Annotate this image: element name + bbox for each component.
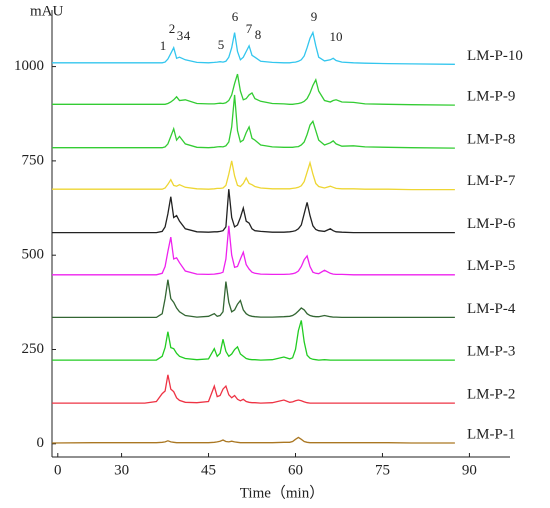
chromatogram-trace <box>52 320 455 361</box>
peak-label: 5 <box>218 37 225 52</box>
trace-label: LM-P-3 <box>467 343 515 359</box>
peak-label: 9 <box>311 9 318 24</box>
chromatogram-trace <box>51 436 455 444</box>
peak-label: 6 <box>232 9 239 24</box>
chromatogram-trace <box>52 30 455 65</box>
peak-label: 10 <box>330 29 343 44</box>
chromatogram-trace <box>52 374 455 404</box>
peak-label: 3 <box>177 28 184 43</box>
chromatogram-trace <box>52 279 455 319</box>
y-tick-label: 500 <box>22 247 45 263</box>
y-tick-label: 0 <box>37 435 45 451</box>
peak-label: 8 <box>255 27 262 42</box>
chromatogram-trace <box>52 225 455 276</box>
trace-label: LM-P-7 <box>467 173 516 189</box>
peak-label: 2 <box>169 21 176 36</box>
peak-label: 4 <box>184 28 191 43</box>
peak-label: 1 <box>160 38 167 53</box>
trace-label: LM-P-10 <box>467 48 523 64</box>
x-tick-label: 60 <box>288 462 303 478</box>
trace-label: LM-P-6 <box>467 216 516 232</box>
trace-label: LM-P-8 <box>467 131 515 147</box>
x-tick-label: 0 <box>54 462 62 478</box>
y-tick-label: 750 <box>22 152 45 168</box>
trace-label: LM-P-4 <box>467 301 516 317</box>
y-axis-label: mAU <box>30 3 64 19</box>
trace-label: LM-P-5 <box>467 258 515 274</box>
x-axis-label: Time（min） <box>240 484 324 501</box>
trace-label: LM-P-2 <box>467 386 515 402</box>
x-tick-label: 75 <box>375 462 390 478</box>
y-tick-label: 1000 <box>14 58 44 74</box>
chromatogram-trace <box>52 73 455 106</box>
x-tick-label: 45 <box>201 462 216 478</box>
chromatogram-trace <box>52 160 455 191</box>
chromatogram-trace <box>52 94 455 149</box>
chromatogram-trace <box>52 189 455 234</box>
x-tick-label: 30 <box>114 462 129 478</box>
trace-label: LM-P-9 <box>467 88 515 104</box>
trace-label: LM-P-1 <box>467 426 515 442</box>
peak-label: 7 <box>246 21 253 36</box>
y-tick-label: 250 <box>22 341 45 357</box>
x-tick-label: 90 <box>462 462 477 478</box>
